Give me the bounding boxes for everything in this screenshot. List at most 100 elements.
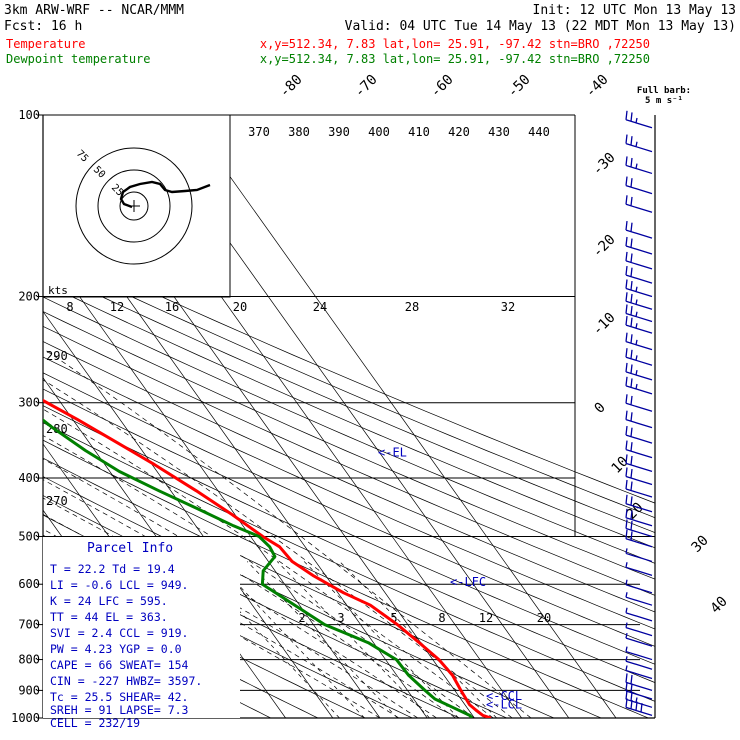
dry-adiabat-line <box>43 268 655 533</box>
mixing-ratio-label-low: 12 <box>479 611 493 625</box>
isotherm-line <box>0 115 2 718</box>
pressure-label: 400 <box>18 471 40 485</box>
wind-barb <box>625 592 653 606</box>
wind-barb <box>625 673 653 692</box>
wind-barb <box>625 529 653 548</box>
temperature-info: x,y=512.34, 7.83 lat,lon= 25.91, -97.42 … <box>260 37 650 51</box>
wind-barb <box>625 332 653 351</box>
wind-barb <box>625 646 653 661</box>
mixing-ratio-label: 16 <box>165 300 179 314</box>
wind-barb <box>625 562 653 576</box>
dry-adiabat-line <box>43 457 602 718</box>
dry-adiabat-line <box>43 405 655 683</box>
theta-label: 420 <box>448 125 470 139</box>
parcel-row: CIN = -227 HWBZ= 3597. <box>50 674 202 688</box>
dry-adiabat-line <box>43 372 655 647</box>
parcel-row: PW = 4.23 YGP = 0.0 <box>50 642 182 656</box>
mixing-ratio-label: 24 <box>313 300 327 314</box>
pressure-label: 200 <box>18 290 40 304</box>
wind-barb <box>625 279 653 298</box>
forecast-hour: Fcst: 16 h <box>4 19 82 34</box>
theta-label: 400 <box>368 125 390 139</box>
mixing-ratio-label: 20 <box>233 300 247 314</box>
hodograph-ring-outer <box>75 147 193 265</box>
wind-barbs <box>625 110 653 716</box>
wind-barb <box>625 698 653 716</box>
wind-barb <box>625 134 653 153</box>
parcel-row: Tc = 25.5 SHEAR= 42. <box>50 690 188 704</box>
isotherm-line <box>43 244 381 718</box>
mixing-ratio-label-low: 5 <box>390 611 397 625</box>
wind-barb <box>625 454 653 473</box>
hodograph: 75 50 25 kts <box>42 114 231 298</box>
isotherm-line <box>43 310 334 718</box>
isotherm-label: 10 <box>609 454 632 477</box>
moist-adiabat-line <box>43 435 475 718</box>
mixing-ratio-line <box>215 561 365 718</box>
isotherm-label: -30 <box>590 150 619 179</box>
moist-adiabat-line <box>43 408 494 718</box>
mixing-ratio-line <box>276 561 430 718</box>
mixing-ratio-label-low: 8 <box>438 611 445 625</box>
pressure-label: 700 <box>18 618 40 632</box>
moist-adiabat-line <box>43 348 532 718</box>
level-annotation: <-CCL <box>486 689 522 703</box>
init-time: Init: 12 UTC Mon 13 May 13 <box>533 3 737 18</box>
wind-barb <box>625 690 653 708</box>
model-title: 3km ARW-WRF -- NCAR/MMM <box>4 3 184 18</box>
isotherm-label: -10 <box>590 310 619 339</box>
temperature-trace <box>43 398 492 718</box>
isotherm-label: -50 <box>505 72 534 101</box>
dry-adiabat-line <box>43 422 655 702</box>
isotherm-label: -20 <box>590 232 619 261</box>
dry-adiabat-line <box>43 311 655 580</box>
pressure-label: 500 <box>18 529 40 543</box>
mixing-ratio-label-low: 2 <box>298 611 305 625</box>
dry-adiabat-line <box>43 356 655 630</box>
wind-barb <box>625 508 653 527</box>
wind-barb <box>625 292 653 310</box>
theta-label: 430 <box>488 125 510 139</box>
wind-barb <box>625 467 653 486</box>
sounding-traces <box>43 398 492 718</box>
dewpoint-trace <box>43 418 474 718</box>
wind-barb <box>625 440 653 459</box>
isotherm-label: -40 <box>583 72 612 101</box>
wind-barb <box>625 665 653 680</box>
wind-barb <box>625 494 653 513</box>
isotherm-label: -80 <box>277 72 306 101</box>
parcel-info-background <box>43 537 240 718</box>
hodograph-ring-middle <box>97 169 171 243</box>
wind-barb <box>625 176 653 195</box>
wind-barb <box>625 632 653 647</box>
wind-barb <box>625 519 653 538</box>
dry-adiabat-line <box>43 282 655 549</box>
wind-barb <box>625 656 653 670</box>
dry-adiabat-line <box>43 341 655 613</box>
theta-e-label: 290 <box>46 349 68 363</box>
parcel-row: T = 22.2 Td = 19.4 <box>50 562 175 576</box>
isotherm-label: -70 <box>352 72 381 101</box>
wind-barb <box>625 266 653 284</box>
wind-barb <box>625 195 653 213</box>
level-annotation: <-LFC <box>450 575 486 589</box>
parcel-row: CAPE = 66 SWEAT= 154 <box>50 658 189 672</box>
wind-barb <box>625 221 653 239</box>
wind-barb <box>625 376 653 395</box>
mixing-ratio-label: 32 <box>501 300 515 314</box>
pressure-label: 1000 <box>11 711 40 725</box>
parcel-row: CELL = 232/19 <box>50 716 140 730</box>
isotherm-label: 40 <box>708 594 731 617</box>
wind-barb <box>625 681 653 700</box>
hodograph-trace <box>119 180 211 209</box>
wind-barb <box>625 156 653 175</box>
pressure-label: 100 <box>18 108 40 122</box>
mixing-ratio-label: 28 <box>405 300 419 314</box>
wind-barb <box>625 410 653 429</box>
wind-barb <box>625 426 653 444</box>
mixing-ratio-label-low: 20 <box>537 611 551 625</box>
theta-label: 370 <box>248 125 270 139</box>
wind-barb <box>625 251 653 270</box>
mixing-ratio-label: 12 <box>110 300 124 314</box>
wind-barb <box>625 348 653 366</box>
